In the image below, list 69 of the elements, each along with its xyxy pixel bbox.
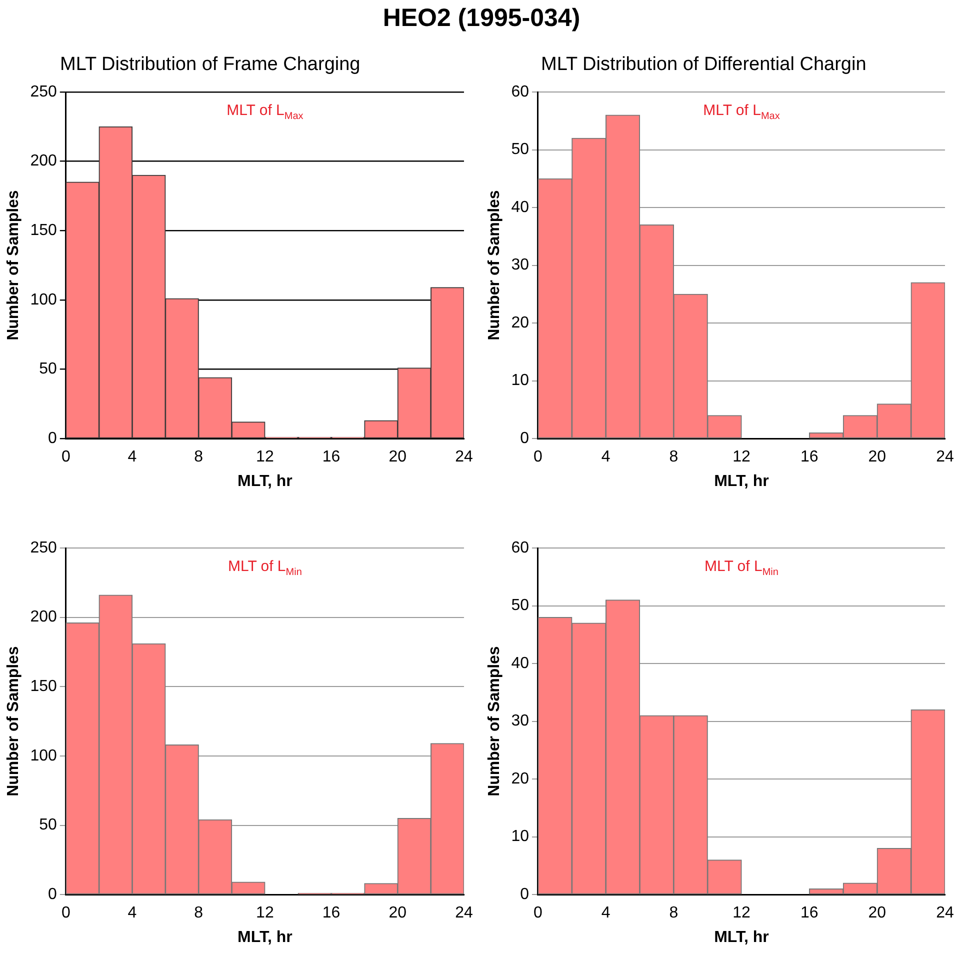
x-axis-title: MLT, hr [238, 472, 292, 490]
y-tick-label: 100 [30, 291, 57, 308]
x-tick-label: 12 [732, 904, 750, 922]
x-tick-label: 8 [669, 448, 678, 466]
x-tick-label: 12 [256, 904, 274, 922]
x-tick-label: 24 [455, 448, 473, 466]
x-tick-label: 20 [868, 448, 886, 466]
y-tick-label: 0 [520, 886, 530, 904]
x-tick-label: 20 [868, 904, 886, 922]
annotation: MLT of L$_{Min}$ [228, 558, 302, 578]
x-tick-label: 0 [534, 904, 543, 922]
y-tick-label: 0 [520, 430, 530, 448]
x-tick-label: 20 [388, 904, 407, 922]
x-tick-label: 4 [128, 904, 137, 922]
x-tick-label: 8 [194, 448, 204, 466]
chart-subtitle: MLT Distribution of Frame Charging [60, 54, 362, 76]
annotation: MLT of L$_{Min}$ [704, 558, 778, 578]
y-tick-label: 0 [48, 430, 57, 448]
y-tick-label: 150 [30, 222, 57, 240]
y-tick-label: 200 [30, 608, 57, 626]
y-axis-title: Number of Samples [486, 646, 504, 796]
y-tick-label: 40 [511, 198, 530, 216]
y-tick-label: 150 [30, 678, 57, 696]
x-tick-label: 8 [194, 904, 204, 922]
y-tick-label: 10 [511, 828, 530, 846]
y-tick-label: 20 [511, 314, 530, 332]
x-tick-label: 12 [256, 448, 274, 466]
x-tick-label: 8 [669, 904, 678, 922]
x-tick-label: 4 [601, 448, 610, 466]
y-tick-label: 250 [30, 539, 57, 556]
x-tick-label: 16 [322, 448, 340, 466]
x-tick-label: 24 [936, 904, 954, 922]
x-tick-label: 0 [61, 448, 70, 466]
y-tick-label: 60 [511, 83, 530, 100]
x-tick-label: 4 [128, 448, 137, 466]
y-tick-label: 10 [511, 372, 530, 390]
y-tick-label: 250 [30, 83, 57, 100]
y-tick-label: 30 [511, 712, 530, 730]
x-axis-title: MLT, hr [238, 928, 292, 946]
y-tick-label: 50 [511, 141, 530, 158]
y-tick-label: 50 [39, 360, 57, 378]
y-axis-title: Number of Samples [5, 646, 22, 796]
y-tick-label: 60 [511, 539, 530, 556]
y-tick-label: 50 [511, 597, 530, 614]
annotation: MLT of L$_{Max}$ [703, 102, 780, 122]
chart-title: HEO2 (1995-034) [382, 4, 582, 33]
y-tick-label: 200 [30, 152, 57, 170]
annotation: MLT of L$_{Max}$ [226, 102, 304, 122]
x-axis-title: MLT, hr [714, 928, 769, 946]
chart-title: MLT Distribution of Differential Chargin [541, 54, 868, 76]
x-axis-title: MLT, hr [714, 472, 769, 490]
y-axis-title: Number of Samples [486, 190, 504, 340]
x-tick-label: 20 [388, 448, 407, 466]
y-tick-label: 20 [511, 770, 530, 788]
x-tick-label: 16 [800, 904, 818, 922]
y-tick-label: 50 [39, 816, 57, 834]
y-tick-label: 0 [48, 886, 57, 904]
x-tick-label: 16 [800, 448, 818, 466]
x-tick-label: 12 [732, 448, 750, 466]
x-tick-label: 24 [455, 904, 473, 922]
y-tick-label: 100 [30, 747, 57, 764]
y-tick-label: 30 [511, 256, 530, 274]
x-tick-label: 24 [936, 448, 954, 466]
y-axis-title: Number of Samples [5, 190, 22, 340]
x-tick-label: 0 [61, 904, 70, 922]
x-tick-label: 0 [534, 448, 543, 466]
y-tick-label: 40 [511, 654, 530, 672]
x-tick-label: 4 [601, 904, 610, 922]
x-tick-label: 16 [322, 904, 340, 922]
